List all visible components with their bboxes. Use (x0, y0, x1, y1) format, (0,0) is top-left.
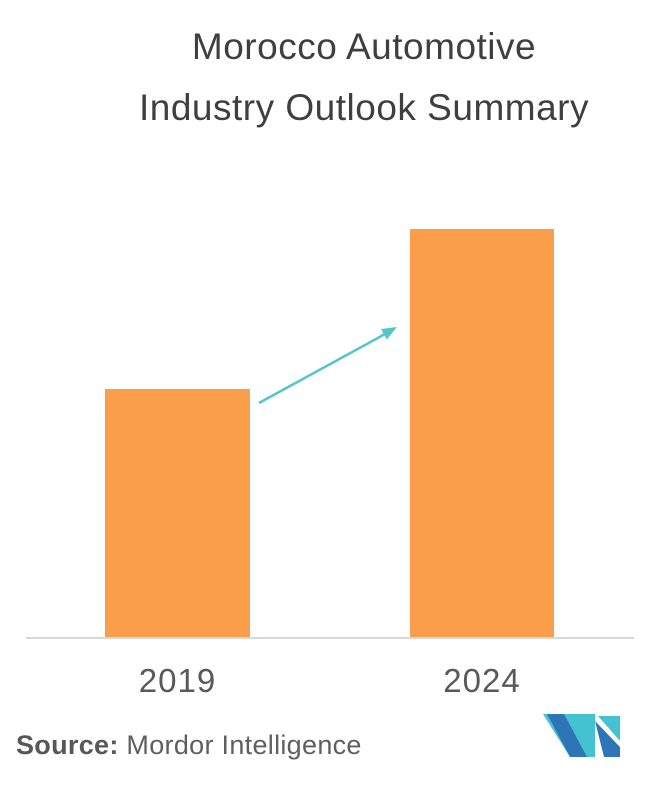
source-text: Mordor Intelligence (118, 730, 362, 760)
mordor-intelligence-logo (543, 714, 620, 757)
chart-title: Morocco Automotive Industry Outlook Summ… (0, 16, 658, 138)
title-line-2: Industry Outlook Summary (139, 87, 589, 128)
trend-arrow-icon (258, 327, 397, 405)
source-label: Source: (16, 730, 119, 760)
bar-2024 (410, 229, 554, 639)
title-line-1: Morocco Automotive (191, 26, 537, 67)
x-axis-line (26, 637, 634, 639)
bar-2019 (105, 389, 250, 639)
x-axis-label-2019: 2019 (138, 662, 217, 699)
x-axis-label-2024: 2024 (443, 662, 521, 699)
source-note: Source: Mordor Intelligence (16, 730, 362, 761)
